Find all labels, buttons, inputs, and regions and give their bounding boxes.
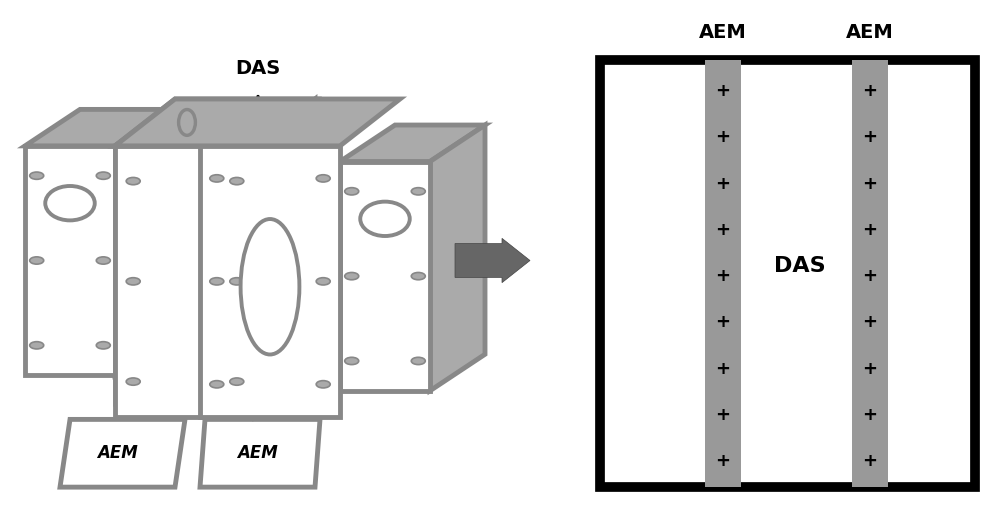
Text: +: +: [716, 175, 730, 193]
Circle shape: [210, 381, 224, 388]
Text: AEM: AEM: [237, 444, 278, 462]
Circle shape: [316, 381, 330, 388]
Text: +: +: [862, 406, 878, 424]
Polygon shape: [25, 146, 115, 375]
Circle shape: [345, 357, 359, 365]
Text: +: +: [716, 82, 730, 100]
Text: +: +: [862, 128, 878, 146]
Circle shape: [96, 342, 110, 349]
Text: +: +: [862, 452, 878, 470]
Text: +: +: [862, 221, 878, 239]
Polygon shape: [115, 146, 255, 417]
Circle shape: [210, 278, 224, 285]
Circle shape: [316, 175, 330, 182]
Circle shape: [411, 188, 425, 195]
Circle shape: [411, 357, 425, 365]
Polygon shape: [115, 99, 400, 146]
Ellipse shape: [241, 219, 299, 354]
Circle shape: [230, 178, 244, 185]
Polygon shape: [115, 109, 170, 375]
Circle shape: [316, 278, 330, 285]
Polygon shape: [60, 419, 185, 487]
Ellipse shape: [179, 109, 195, 135]
Circle shape: [210, 175, 224, 182]
Circle shape: [96, 172, 110, 179]
Circle shape: [30, 172, 44, 179]
Ellipse shape: [45, 186, 95, 220]
Circle shape: [230, 278, 244, 285]
Bar: [705, 60, 741, 487]
Polygon shape: [200, 419, 320, 487]
Text: +: +: [716, 221, 730, 239]
Circle shape: [230, 378, 244, 385]
Circle shape: [96, 257, 110, 264]
Bar: [600, 60, 975, 487]
Circle shape: [126, 178, 140, 185]
Text: AEM: AEM: [699, 23, 747, 42]
Polygon shape: [255, 99, 315, 417]
Text: +: +: [862, 359, 878, 378]
Text: +: +: [716, 359, 730, 378]
Text: +: +: [862, 313, 878, 331]
Text: +: +: [716, 128, 730, 146]
Text: AEM: AEM: [97, 444, 138, 462]
Polygon shape: [340, 162, 430, 391]
Polygon shape: [340, 125, 485, 162]
Polygon shape: [25, 109, 170, 146]
Text: +: +: [716, 313, 730, 331]
Polygon shape: [115, 99, 315, 146]
Circle shape: [411, 272, 425, 280]
Circle shape: [345, 188, 359, 195]
Text: +: +: [716, 406, 730, 424]
Bar: [852, 60, 888, 487]
Circle shape: [345, 272, 359, 280]
Circle shape: [126, 278, 140, 285]
Circle shape: [30, 342, 44, 349]
Text: DAS: DAS: [774, 256, 826, 276]
Text: +: +: [716, 452, 730, 470]
Circle shape: [30, 257, 44, 264]
Polygon shape: [430, 125, 485, 391]
Circle shape: [126, 378, 140, 385]
Text: +: +: [716, 267, 730, 285]
Text: AEM: AEM: [846, 23, 894, 42]
Text: +: +: [862, 82, 878, 100]
Text: +: +: [862, 175, 878, 193]
Ellipse shape: [360, 202, 410, 236]
Text: +: +: [862, 267, 878, 285]
FancyArrow shape: [455, 239, 530, 282]
Text: DAS: DAS: [235, 59, 281, 78]
Polygon shape: [200, 146, 340, 417]
